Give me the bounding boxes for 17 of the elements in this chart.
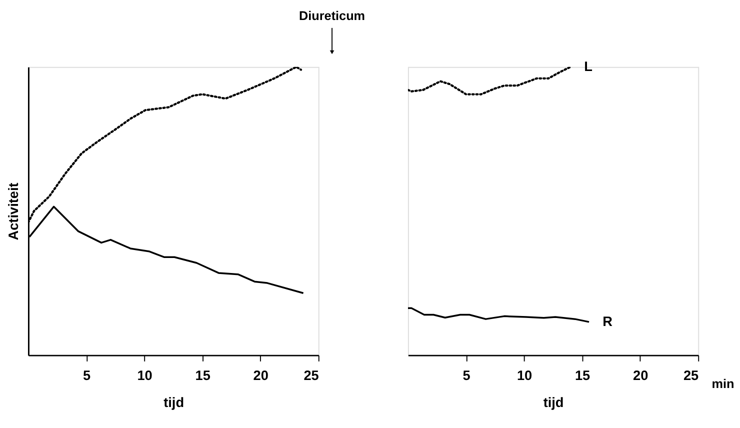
x-tick-label: 5: [462, 368, 471, 383]
x-tick-label: 5: [82, 368, 91, 383]
y-axis-title: Activiteit: [6, 182, 22, 240]
x-tick-label: 25: [304, 368, 320, 383]
x-tick-label: 20: [633, 368, 649, 383]
text: min: [712, 377, 734, 392]
x-axis-title: tijd: [164, 395, 184, 410]
series-label: L: [584, 58, 592, 74]
x-axis-title: tijd: [543, 395, 564, 410]
x-tick-label: 25: [683, 368, 700, 383]
x-tick-label: 20: [253, 368, 269, 383]
x-tick-label: 15: [574, 368, 591, 383]
text: Diureticum: [299, 9, 366, 24]
x-tick-label: 10: [516, 368, 533, 383]
x-tick-label: 10: [137, 368, 153, 383]
x-tick-label: 15: [195, 368, 211, 383]
series-label: R: [602, 314, 613, 329]
